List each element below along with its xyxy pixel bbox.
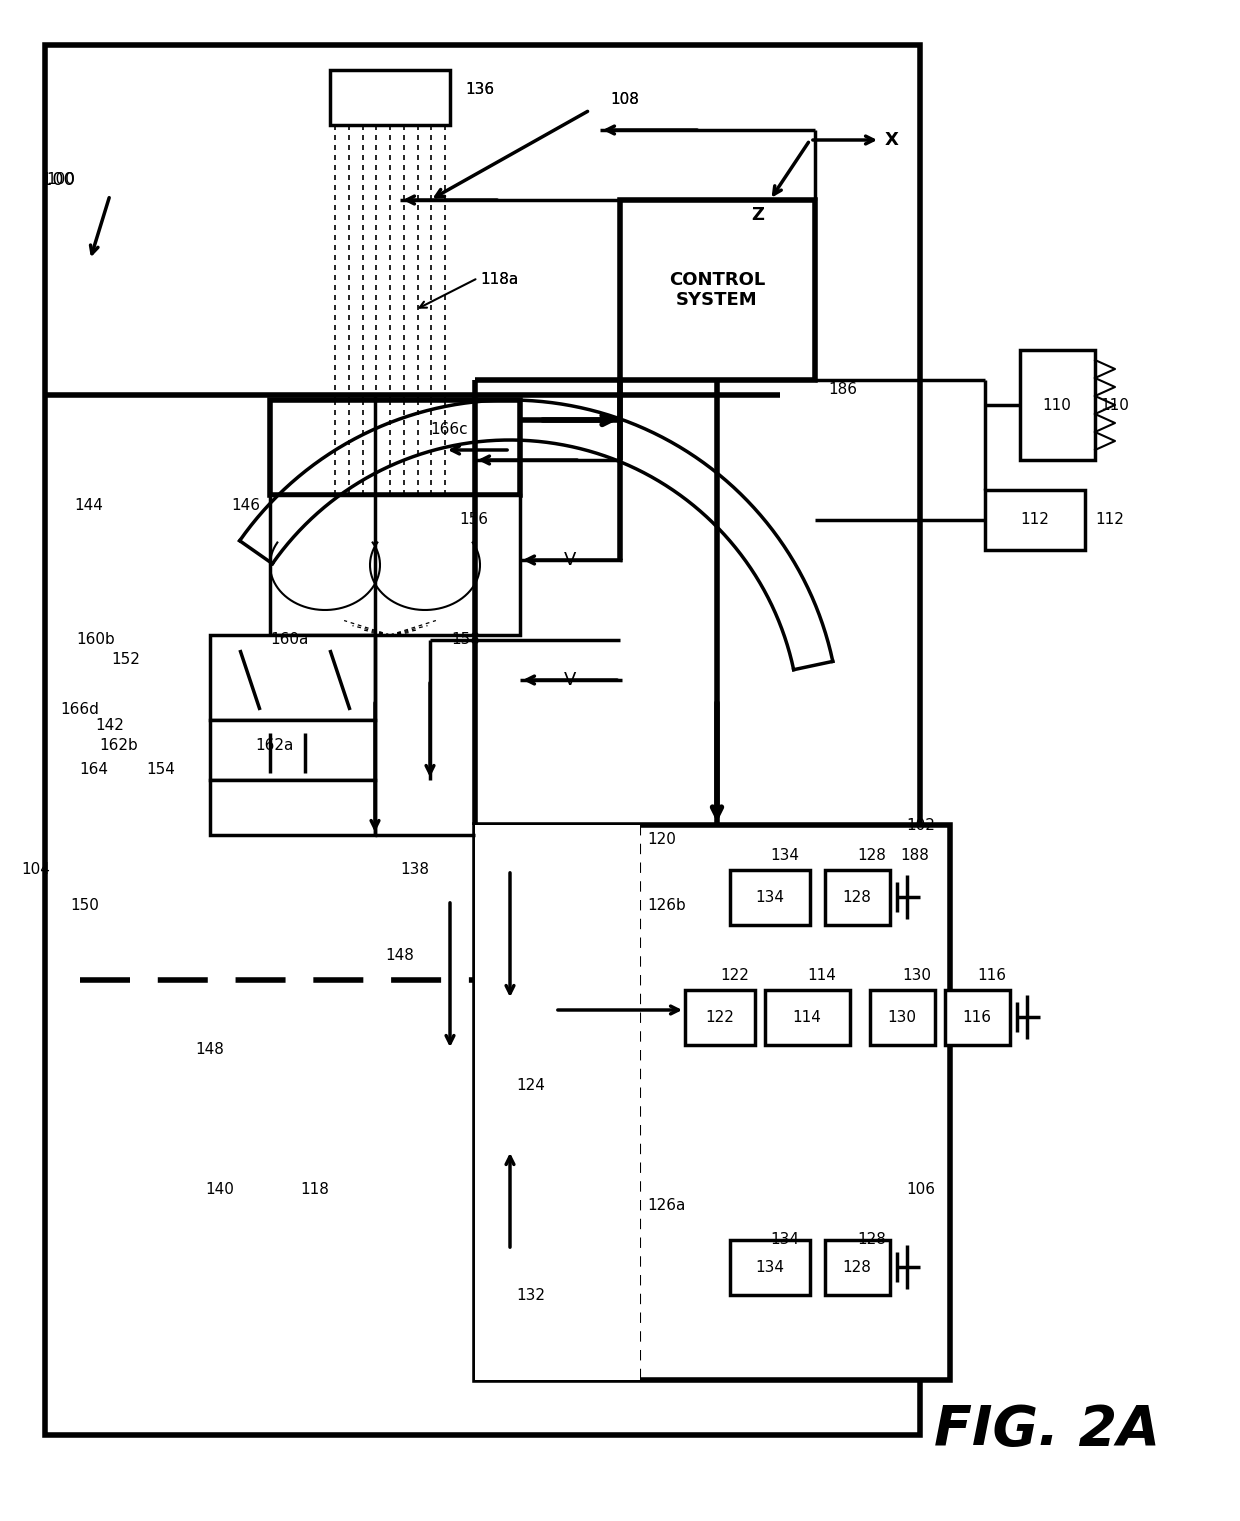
Text: 122: 122 <box>720 967 749 983</box>
Text: 104: 104 <box>21 862 50 878</box>
Bar <box>475 824 640 1380</box>
Bar <box>825 1240 890 1294</box>
Text: 102: 102 <box>906 817 935 832</box>
Text: 166c: 166c <box>430 423 467 438</box>
Bar <box>210 780 374 835</box>
Text: 118a: 118a <box>480 272 518 287</box>
Text: 114: 114 <box>792 1010 821 1025</box>
Text: 148: 148 <box>384 948 414 963</box>
Bar <box>1021 350 1095 459</box>
Polygon shape <box>405 55 420 70</box>
Text: 142: 142 <box>95 718 124 733</box>
Polygon shape <box>490 970 529 1049</box>
Text: 116: 116 <box>962 1010 992 1025</box>
Text: Z: Z <box>751 205 764 224</box>
Text: 116: 116 <box>977 967 1006 983</box>
Text: V: V <box>564 551 577 569</box>
Text: 106: 106 <box>906 1182 935 1197</box>
Text: 114: 114 <box>807 967 836 983</box>
Text: 118: 118 <box>300 1182 329 1197</box>
Text: 140: 140 <box>205 1182 234 1197</box>
Text: 134: 134 <box>755 1259 785 1275</box>
Bar <box>475 824 950 1380</box>
Bar <box>210 634 374 719</box>
Text: 118a: 118a <box>480 272 518 287</box>
Text: 164: 164 <box>79 762 108 777</box>
Bar <box>870 990 935 1045</box>
Text: 128: 128 <box>857 847 885 862</box>
Bar <box>45 46 920 1434</box>
Text: 162a: 162a <box>255 738 294 753</box>
Text: 186: 186 <box>828 382 857 397</box>
Polygon shape <box>490 1100 529 1180</box>
Text: 112: 112 <box>1021 513 1049 528</box>
Text: 120: 120 <box>647 832 676 847</box>
Text: 158: 158 <box>451 633 480 648</box>
Text: 128: 128 <box>857 1232 885 1247</box>
Text: 132: 132 <box>516 1287 546 1302</box>
Text: 136: 136 <box>465 82 494 97</box>
Text: 162b: 162b <box>99 738 138 753</box>
Text: 150: 150 <box>71 897 99 913</box>
Text: 108: 108 <box>610 93 639 108</box>
Bar <box>270 494 520 634</box>
Polygon shape <box>435 55 450 70</box>
Text: 130: 130 <box>901 967 931 983</box>
Bar <box>210 719 374 780</box>
Text: 156: 156 <box>459 513 489 528</box>
Polygon shape <box>330 55 345 70</box>
Text: 152: 152 <box>112 653 140 668</box>
Text: 100: 100 <box>46 172 74 187</box>
Bar <box>825 870 890 925</box>
Text: V: V <box>564 671 577 689</box>
Text: 144: 144 <box>74 497 103 513</box>
Text: 138: 138 <box>401 862 429 878</box>
Bar <box>270 400 520 494</box>
Bar <box>730 870 810 925</box>
Bar <box>684 990 755 1045</box>
Polygon shape <box>391 55 405 70</box>
Text: 126b: 126b <box>647 897 686 913</box>
Text: 134: 134 <box>755 890 785 905</box>
Text: CONTROL
SYSTEM: CONTROL SYSTEM <box>668 271 765 309</box>
Text: 130: 130 <box>888 1010 916 1025</box>
Text: 126a: 126a <box>647 1197 686 1212</box>
Text: 108: 108 <box>610 93 639 108</box>
Text: 160a: 160a <box>270 633 309 648</box>
Text: 122: 122 <box>706 1010 734 1025</box>
Text: 124: 124 <box>516 1077 546 1092</box>
Bar <box>620 199 815 380</box>
Text: 110: 110 <box>1100 397 1128 412</box>
Text: 148: 148 <box>195 1042 224 1057</box>
Text: 128: 128 <box>842 1259 872 1275</box>
Text: 128: 128 <box>842 890 872 905</box>
Text: 188: 188 <box>900 847 929 862</box>
Text: 110: 110 <box>1043 397 1071 412</box>
Text: 166d: 166d <box>60 703 99 718</box>
Text: 154: 154 <box>146 762 175 777</box>
Text: X: X <box>885 131 899 149</box>
Text: 134: 134 <box>770 1232 799 1247</box>
Polygon shape <box>420 55 435 70</box>
Text: 134: 134 <box>770 847 799 862</box>
Polygon shape <box>374 55 391 70</box>
Bar <box>330 70 450 125</box>
Bar <box>765 990 849 1045</box>
Text: 100: 100 <box>41 170 74 189</box>
Text: 146: 146 <box>231 497 260 513</box>
Polygon shape <box>345 55 360 70</box>
Text: FIG. 2A: FIG. 2A <box>934 1402 1159 1457</box>
Bar <box>945 990 1011 1045</box>
Bar <box>985 490 1085 551</box>
Text: 160b: 160b <box>76 633 115 648</box>
Text: 136: 136 <box>465 82 494 97</box>
Polygon shape <box>360 55 374 70</box>
Text: 112: 112 <box>1095 513 1123 528</box>
Bar <box>730 1240 810 1294</box>
